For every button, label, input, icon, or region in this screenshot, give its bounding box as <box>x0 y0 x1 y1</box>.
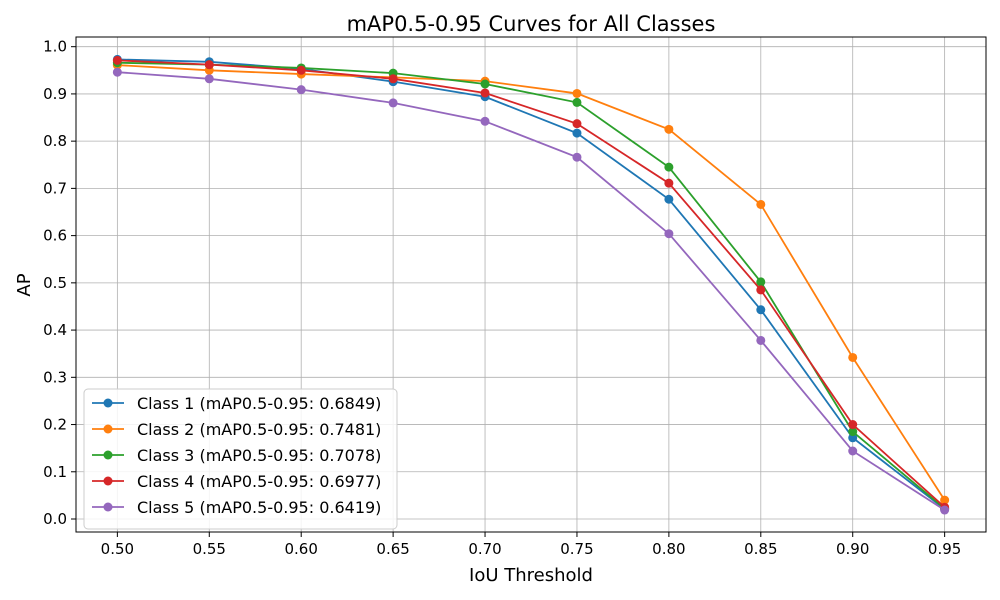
y-tick-label: 0.0 <box>43 510 67 528</box>
y-tick-label: 0.7 <box>43 179 67 197</box>
legend-label: Class 4 (mAP0.5-0.95: 0.6977) <box>137 472 381 491</box>
data-point <box>940 495 950 505</box>
x-tick-label: 0.80 <box>652 540 685 558</box>
legend-item: Class 3 (mAP0.5-0.95: 0.7078) <box>92 446 381 465</box>
data-point <box>388 98 398 108</box>
plot-frame <box>75 36 987 533</box>
data-point <box>572 152 582 162</box>
series-4 <box>112 55 950 512</box>
data-point <box>112 55 122 65</box>
legend-label: Class 5 (mAP0.5-0.95: 0.6419) <box>137 498 381 517</box>
data-point <box>756 277 766 287</box>
data-point <box>572 128 582 138</box>
series-line <box>117 58 946 510</box>
data-point <box>664 194 674 204</box>
y-tick-label: 0.8 <box>43 132 67 150</box>
data-point <box>848 352 858 362</box>
plot-series <box>112 54 950 515</box>
x-tick-label: 0.95 <box>928 540 961 558</box>
x-tick-label: 0.85 <box>744 540 777 558</box>
y-tick-label: 0.2 <box>43 416 67 434</box>
x-axis-ticks: 0.50 0.55 0.60 0.65 0.70 0.75 0.80 0.85 0.90 0.95 <box>101 532 961 558</box>
y-tick-label: 1.0 <box>43 38 67 56</box>
x-tick-label: 0.90 <box>836 540 869 558</box>
legend-label: Class 1 (mAP0.5-0.95: 0.6849) <box>137 394 381 413</box>
data-point <box>296 65 306 75</box>
series-line <box>117 59 946 508</box>
data-point <box>480 88 490 98</box>
data-point <box>664 162 674 172</box>
legend-swatch-marker <box>103 502 113 512</box>
y-tick-label: 0.6 <box>43 227 67 245</box>
data-point <box>664 178 674 188</box>
legend-label: Class 2 (mAP0.5-0.95: 0.7481) <box>137 420 381 439</box>
x-tick-label: 0.65 <box>376 540 409 558</box>
legend-swatch-marker <box>103 398 113 408</box>
data-point <box>204 60 214 70</box>
data-point <box>940 505 950 515</box>
y-tick-label: 0.5 <box>43 274 67 292</box>
data-point <box>480 116 490 126</box>
data-point <box>756 199 766 209</box>
data-point <box>664 229 674 239</box>
y-tick-label: 0.1 <box>43 463 67 481</box>
series-line <box>117 64 946 501</box>
x-tick-label: 0.75 <box>560 540 593 558</box>
data-point <box>204 74 214 84</box>
legend-swatch-marker <box>103 424 113 434</box>
data-point <box>480 79 490 89</box>
legend-item: Class 4 (mAP0.5-0.95: 0.6977) <box>92 472 381 491</box>
data-point <box>756 285 766 295</box>
legend-box <box>83 388 398 530</box>
data-point <box>296 85 306 95</box>
legend-swatch-marker <box>103 450 113 460</box>
y-tick-label: 0.4 <box>43 321 67 339</box>
x-tick-label: 0.70 <box>468 540 501 558</box>
legend-item: Class 1 (mAP0.5-0.95: 0.6849) <box>92 394 381 413</box>
y-tick-label: 0.3 <box>43 368 67 386</box>
data-point <box>572 88 582 98</box>
x-axis-title: IoU Threshold <box>469 565 593 586</box>
data-point <box>572 119 582 129</box>
legend: Class 1 (mAP0.5-0.95: 0.6849) Class 2 (mA… <box>83 388 398 530</box>
data-point <box>388 74 398 84</box>
data-point <box>112 67 122 77</box>
data-point <box>848 420 858 430</box>
y-axis-title: AP <box>14 273 35 296</box>
x-tick-label: 0.55 <box>193 540 226 558</box>
y-tick-label: 0.9 <box>43 85 67 103</box>
series-5 <box>112 67 950 515</box>
grid <box>76 37 986 532</box>
data-point <box>848 427 858 437</box>
data-point <box>848 446 858 456</box>
legend-label: Class 3 (mAP0.5-0.95: 0.7078) <box>137 446 381 465</box>
data-point <box>756 305 766 315</box>
data-point <box>756 335 766 345</box>
data-point <box>664 124 674 134</box>
data-point <box>572 97 582 107</box>
legend-item: Class 5 (mAP0.5-0.95: 0.6419) <box>92 498 381 517</box>
x-tick-label: 0.50 <box>101 540 134 558</box>
y-axis-ticks: 0.0 0.1 0.2 0.3 0.4 0.5 0.6 0.7 0.8 0.9 1.0 <box>43 38 76 528</box>
legend-item: Class 2 (mAP0.5-0.95: 0.7481) <box>92 420 381 439</box>
x-tick-label: 0.60 <box>284 540 317 558</box>
series-line <box>117 71 946 511</box>
chart-title: mAP0.5-0.95 Curves for All Classes <box>347 12 716 36</box>
legend-swatch-marker <box>103 476 113 486</box>
